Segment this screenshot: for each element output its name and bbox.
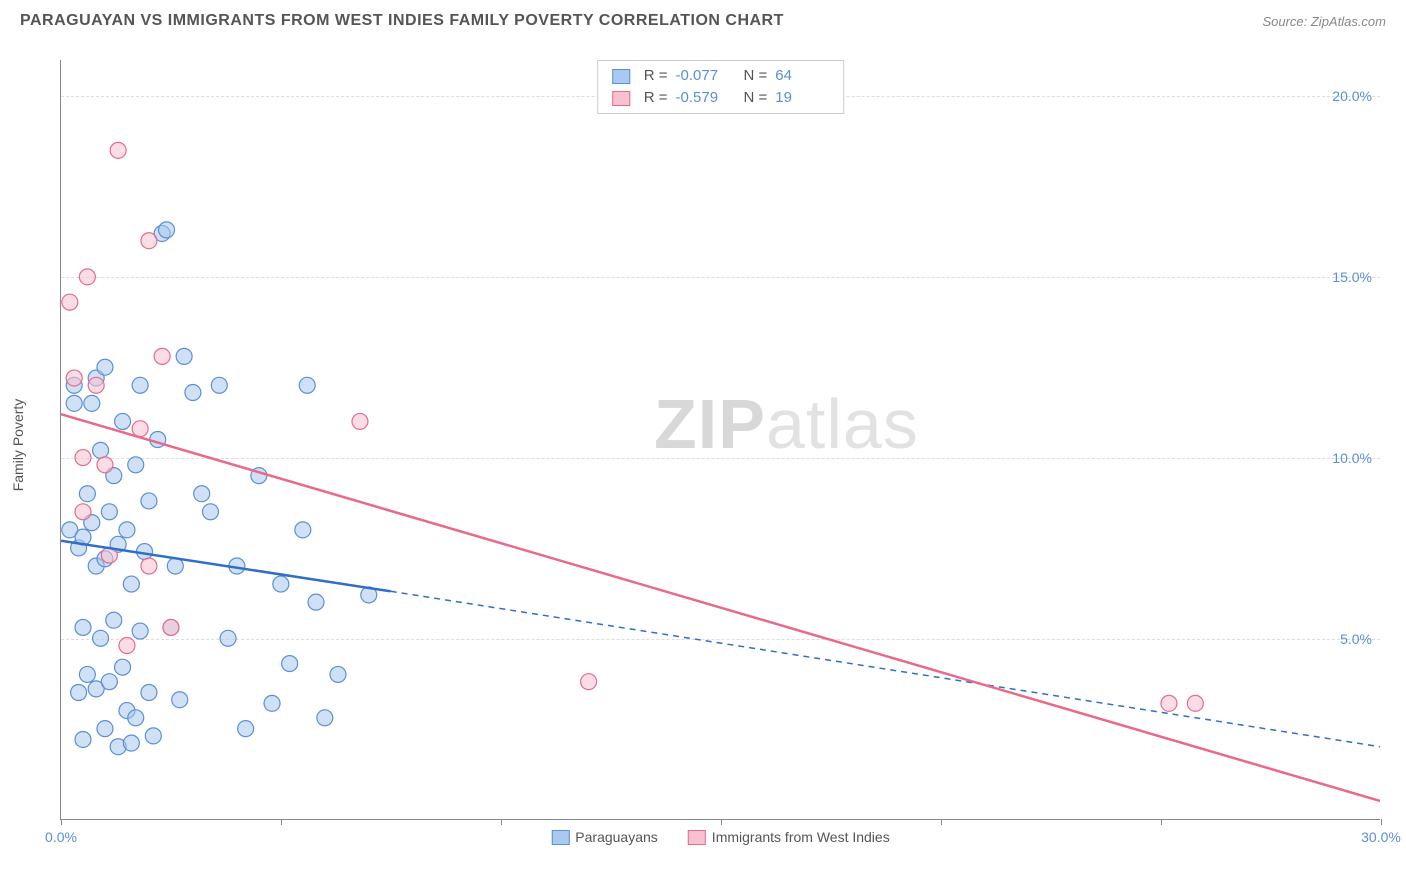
y-axis-label: Family Poverty xyxy=(10,399,26,492)
x-tick xyxy=(1381,819,1382,825)
x-tick xyxy=(281,819,282,825)
x-tick xyxy=(1161,819,1162,825)
x-tick-label: 30.0% xyxy=(1361,829,1401,845)
x-tick xyxy=(61,819,62,825)
legend-swatch xyxy=(612,69,630,84)
stat-n-value: 64 xyxy=(775,65,829,87)
legend-swatch xyxy=(688,830,706,845)
legend-label: Paraguayans xyxy=(575,829,658,845)
source-attribution: Source: ZipAtlas.com xyxy=(1262,14,1386,29)
x-tick-label: 0.0% xyxy=(45,829,77,845)
stat-r-value: -0.077 xyxy=(676,65,730,87)
stat-n-value: 19 xyxy=(775,87,829,109)
series-legend: Paraguayans Immigrants from West Indies xyxy=(551,829,889,845)
stat-n-label: N = xyxy=(744,87,768,109)
plot-area: ZIPatlas R =-0.077N =64R =-0.579N =19 Pa… xyxy=(60,60,1380,820)
stat-r-label: R = xyxy=(644,65,668,87)
legend-item: Paraguayans xyxy=(551,829,658,845)
stat-r-label: R = xyxy=(644,87,668,109)
x-tick xyxy=(941,819,942,825)
stat-r-value: -0.579 xyxy=(676,87,730,109)
legend-row: R = -0.077 N = 64 xyxy=(612,65,830,87)
legend-row: R = -0.579 N = 19 xyxy=(612,87,830,109)
stat-n-label: N = xyxy=(744,65,768,87)
legend-swatch xyxy=(612,91,630,106)
chart-container: Family Poverty ZIPatlas R =-0.077N =64R … xyxy=(50,50,1386,840)
x-tick xyxy=(501,819,502,825)
scatter-plot-svg xyxy=(61,60,1380,819)
legend-item: Immigrants from West Indies xyxy=(688,829,890,845)
legend-label: Immigrants from West Indies xyxy=(712,829,890,845)
correlation-legend: R = -0.077 N = 64 R = -0.579 N = 19 xyxy=(597,60,845,114)
x-tick xyxy=(721,819,722,825)
legend-swatch xyxy=(551,830,569,845)
chart-title: PARAGUAYAN VS IMMIGRANTS FROM WEST INDIE… xyxy=(20,12,784,30)
